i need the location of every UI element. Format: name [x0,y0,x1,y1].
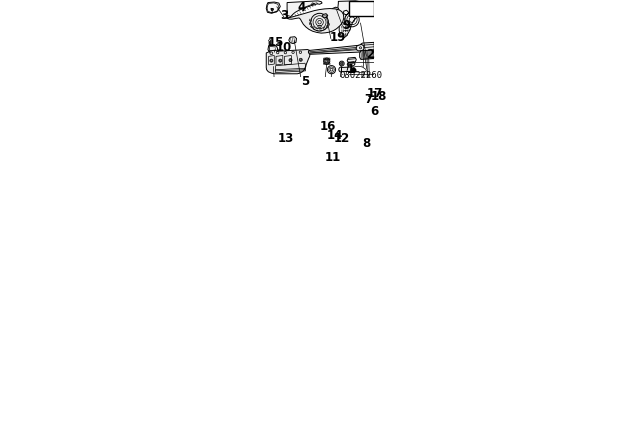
Text: 17: 17 [367,87,383,100]
Bar [349,1,374,16]
Text: 1: 1 [347,63,355,76]
Polygon shape [287,9,344,33]
Text: 13: 13 [278,132,294,145]
Circle shape [324,58,330,64]
Polygon shape [287,1,322,18]
Polygon shape [266,2,280,13]
Text: 16: 16 [319,120,335,133]
Polygon shape [348,57,356,63]
Text: 11: 11 [324,151,341,164]
Polygon shape [289,37,296,43]
Text: 9: 9 [342,19,350,32]
Text: 2: 2 [366,48,374,61]
Text: 5: 5 [301,75,309,88]
Text: 03022260: 03022260 [339,71,382,80]
Text: 3: 3 [280,9,288,22]
Text: 10: 10 [275,41,292,54]
Polygon shape [351,66,366,73]
Circle shape [269,39,271,42]
Text: 18: 18 [371,90,387,103]
Text: 14: 14 [326,129,343,142]
Polygon shape [360,43,374,51]
Text: 12: 12 [333,132,349,145]
Polygon shape [341,67,362,72]
Polygon shape [308,44,373,54]
Polygon shape [337,1,365,38]
Text: 15: 15 [268,36,284,49]
Text: 7: 7 [364,93,372,106]
Polygon shape [266,50,310,74]
Polygon shape [332,7,339,12]
Text: 6: 6 [370,104,378,117]
Text: 4: 4 [297,1,305,14]
Polygon shape [268,45,278,52]
Polygon shape [322,14,328,18]
Polygon shape [356,44,364,51]
Text: 19: 19 [330,31,346,44]
Text: 8: 8 [363,137,371,150]
Circle shape [351,69,356,73]
Polygon shape [360,50,374,60]
